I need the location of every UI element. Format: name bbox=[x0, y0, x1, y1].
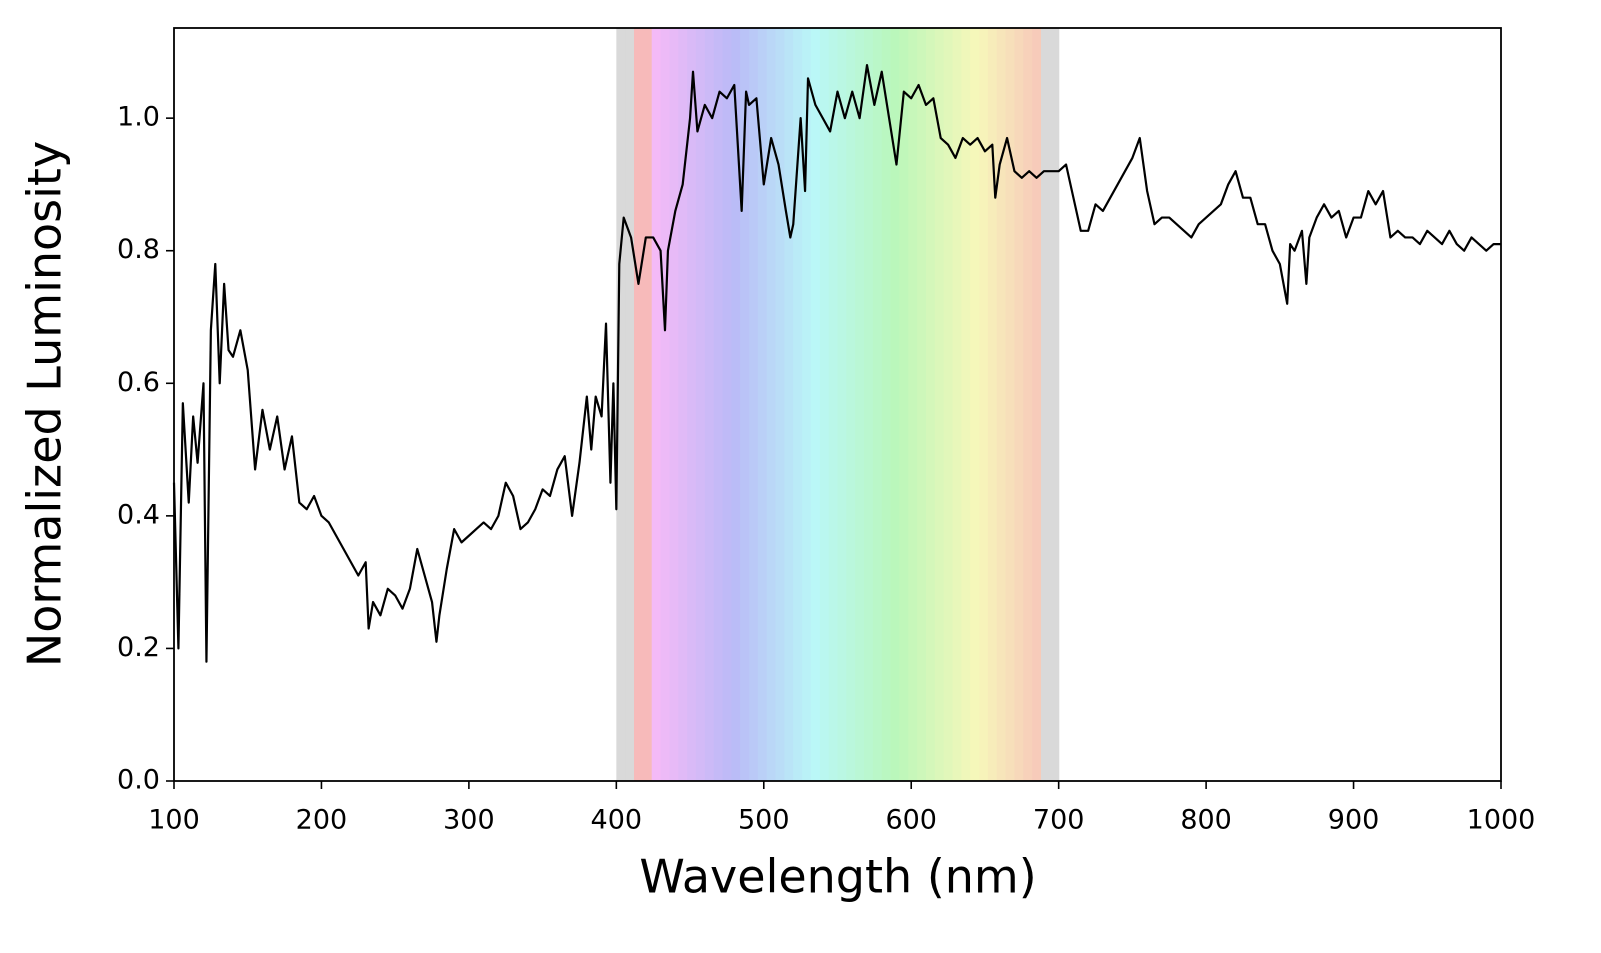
spectrum-strip bbox=[979, 28, 989, 781]
spectrum-strip bbox=[660, 28, 671, 781]
spectrum-strip bbox=[704, 28, 715, 781]
spectrum-strip bbox=[713, 28, 724, 781]
spectrum-strip bbox=[757, 28, 768, 781]
spectrum-strip bbox=[899, 28, 909, 781]
spectrum-strip bbox=[837, 28, 847, 781]
spectrum-strip bbox=[669, 28, 679, 781]
spectrum-strip bbox=[872, 28, 883, 781]
spectrum-strip bbox=[961, 28, 971, 781]
y-tick-label: 0.0 bbox=[117, 765, 160, 796]
x-tick-label: 1000 bbox=[1467, 805, 1536, 836]
x-tick-label: 200 bbox=[296, 805, 348, 836]
data-line bbox=[172, 64, 1501, 663]
spectrum-strip bbox=[616, 28, 626, 781]
spectrum-strip bbox=[970, 28, 980, 781]
x-tick-label: 100 bbox=[148, 805, 200, 836]
spectrum-strip bbox=[890, 28, 901, 781]
spectrum-strip bbox=[634, 28, 644, 781]
spectrum-strip bbox=[731, 28, 741, 781]
spectrum-strip bbox=[775, 28, 786, 781]
spectrum-strip bbox=[987, 28, 998, 781]
x-tick-label: 700 bbox=[1033, 805, 1085, 836]
spectrum-strip bbox=[802, 28, 812, 781]
spectrum-band bbox=[616, 28, 1060, 781]
spectrum-strip bbox=[855, 28, 865, 781]
spectrum-strip bbox=[625, 28, 635, 781]
x-axis-label: Wavelength (nm) bbox=[639, 850, 1036, 904]
spectrum-strip bbox=[1049, 28, 1060, 781]
spectrum-strip bbox=[917, 28, 927, 781]
spectrum-strip bbox=[740, 28, 750, 781]
spectrum-strip bbox=[1032, 28, 1042, 781]
spectrum-strip bbox=[1040, 28, 1051, 781]
y-tick-label: 0.4 bbox=[117, 499, 160, 530]
spectrum-strip bbox=[810, 28, 821, 781]
spectrum-strip bbox=[749, 28, 759, 781]
spectrum-strip bbox=[793, 28, 803, 781]
x-tick-label: 500 bbox=[738, 805, 790, 836]
y-axis-label: Normalized Luminosity bbox=[18, 141, 72, 667]
spectrum-strip bbox=[864, 28, 874, 781]
spectrum-strip bbox=[766, 28, 777, 781]
spectrum-strip bbox=[687, 28, 697, 781]
spectrum-strip bbox=[828, 28, 839, 781]
spectrum-strip bbox=[651, 28, 662, 781]
spectrum-strip bbox=[943, 28, 954, 781]
spectrum-strip bbox=[695, 28, 706, 781]
y-tick-label: 0.8 bbox=[117, 234, 160, 265]
spectrum-strip bbox=[678, 28, 688, 781]
x-tick-label: 400 bbox=[591, 805, 643, 836]
spectrum-strip bbox=[846, 28, 856, 781]
spectrum-strip bbox=[952, 28, 962, 781]
y-tick-label: 1.0 bbox=[117, 102, 160, 133]
axes: 100 200 300 400 500 600 700 800 900 1000 0.0 0.2 0.4… bbox=[117, 102, 1535, 836]
spectrum-strip bbox=[881, 28, 892, 781]
spectrum-strip bbox=[784, 28, 794, 781]
x-tick-label: 800 bbox=[1180, 805, 1232, 836]
x-tick-label: 600 bbox=[885, 805, 937, 836]
x-tick-label: 300 bbox=[443, 805, 495, 836]
x-tick-label: 900 bbox=[1328, 805, 1380, 836]
spectrum-strip bbox=[934, 28, 945, 781]
plot-frame bbox=[173, 27, 1502, 782]
spectrum-strip bbox=[1005, 28, 1016, 781]
spectrum-strip bbox=[722, 28, 732, 781]
y-tick-label: 0.2 bbox=[117, 632, 160, 663]
spectrum-strip bbox=[1014, 28, 1024, 781]
spectrum-strip bbox=[1023, 28, 1033, 781]
spectrum-strip bbox=[908, 28, 918, 781]
spectrum-strip bbox=[819, 28, 830, 781]
spectrum-strip bbox=[925, 28, 936, 781]
spectrum-strip bbox=[996, 28, 1007, 781]
spectrum-strip bbox=[642, 28, 653, 781]
y-tick-label: 0.6 bbox=[117, 367, 160, 398]
